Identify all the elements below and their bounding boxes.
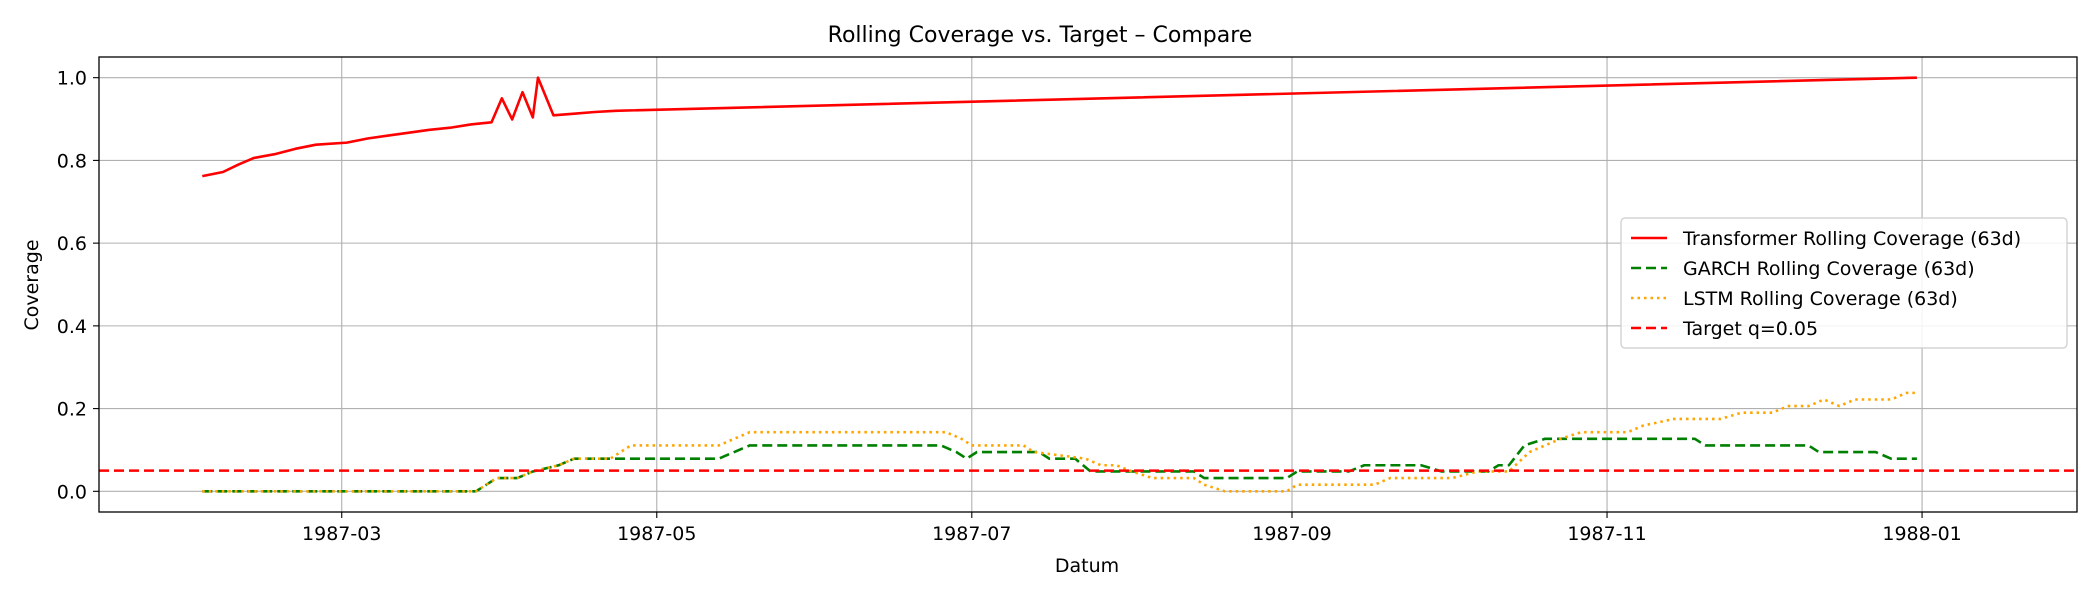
x-tick-label: 1987-05 — [617, 523, 696, 545]
y-tick-label: 0.8 — [57, 150, 87, 172]
legend-label: Transformer Rolling Coverage (63d) — [1682, 228, 2021, 250]
x-tick-label: 1987-11 — [1567, 523, 1646, 545]
x-axis-label: Datum — [1055, 555, 1119, 577]
y-tick-label: 0.0 — [57, 481, 87, 503]
x-tick-label: 1987-09 — [1252, 523, 1331, 545]
x-tick-label: 1987-03 — [302, 523, 381, 545]
y-tick-label: 0.4 — [57, 316, 87, 338]
legend-box — [1620, 217, 2068, 349]
x-tick-label: 1987-07 — [932, 523, 1011, 545]
y-axis-label: Coverage — [21, 239, 43, 330]
y-tick-label: 1.0 — [57, 68, 87, 90]
legend-label: GARCH Rolling Coverage (63d) — [1683, 258, 1975, 280]
plot-frame — [98, 56, 2078, 513]
y-tick-label: 0.6 — [57, 233, 87, 255]
x-tick-label: 1988-01 — [1882, 523, 1961, 545]
series-line-0 — [202, 76, 1917, 178]
legend-label: LSTM Rolling Coverage (63d) — [1683, 288, 1958, 310]
chart-title: Rolling Coverage vs. Target – Compare — [828, 23, 1253, 48]
series-line-1 — [202, 437, 1917, 493]
legend-label: Target q=0.05 — [1682, 318, 1818, 340]
y-tick-label: 0.2 — [57, 399, 87, 421]
